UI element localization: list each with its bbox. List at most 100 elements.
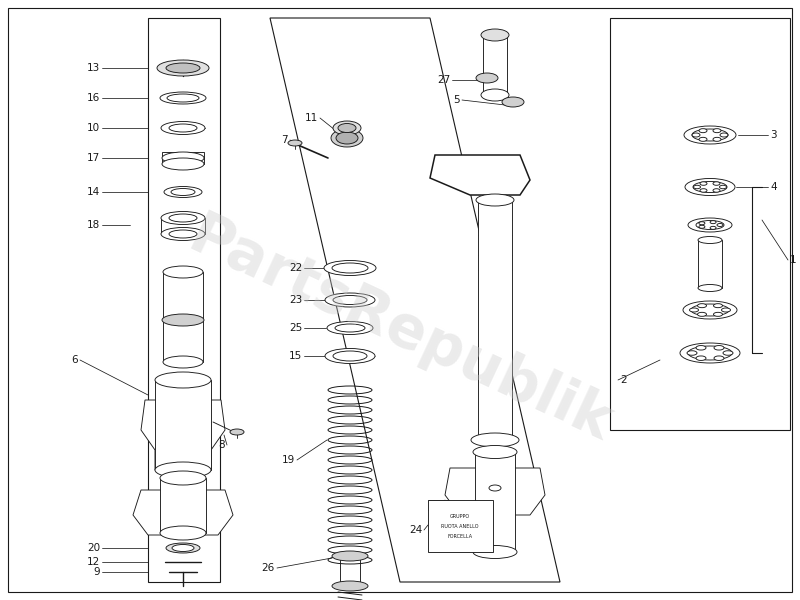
Bar — [155, 380, 211, 470]
Ellipse shape — [713, 128, 721, 133]
Text: 5: 5 — [454, 95, 460, 105]
Ellipse shape — [698, 284, 722, 292]
Ellipse shape — [696, 220, 724, 229]
Ellipse shape — [166, 63, 200, 73]
Ellipse shape — [685, 179, 735, 196]
Text: PartsRepublik: PartsRepublik — [179, 207, 621, 453]
Ellipse shape — [288, 140, 302, 146]
Ellipse shape — [335, 324, 365, 332]
Text: 24: 24 — [409, 525, 422, 535]
Ellipse shape — [699, 137, 707, 142]
Ellipse shape — [684, 126, 736, 144]
Bar — [478, 200, 512, 440]
Polygon shape — [148, 18, 220, 582]
Ellipse shape — [160, 526, 206, 540]
Text: 23: 23 — [289, 295, 302, 305]
Text: 25: 25 — [289, 323, 302, 333]
Bar — [340, 556, 360, 586]
Text: GRUPPO: GRUPPO — [450, 514, 470, 518]
Ellipse shape — [691, 304, 729, 316]
Text: FORCELLA: FORCELLA — [447, 533, 473, 539]
Bar — [160, 478, 206, 533]
Bar — [475, 452, 515, 552]
Text: 13: 13 — [86, 63, 100, 73]
Ellipse shape — [338, 124, 356, 133]
Bar — [161, 218, 205, 234]
Ellipse shape — [161, 211, 205, 224]
Ellipse shape — [332, 551, 368, 561]
Ellipse shape — [692, 129, 728, 141]
Ellipse shape — [160, 92, 206, 104]
Text: 26: 26 — [262, 563, 275, 573]
Text: 27: 27 — [437, 75, 450, 85]
Ellipse shape — [162, 152, 204, 164]
Ellipse shape — [160, 471, 206, 485]
Ellipse shape — [694, 185, 701, 189]
Ellipse shape — [683, 301, 737, 319]
Text: 16: 16 — [86, 93, 100, 103]
Bar — [483, 35, 507, 95]
Ellipse shape — [696, 356, 706, 361]
Ellipse shape — [699, 128, 707, 133]
Ellipse shape — [713, 189, 720, 192]
Ellipse shape — [713, 182, 720, 185]
Text: 18: 18 — [86, 220, 100, 230]
Ellipse shape — [489, 485, 501, 491]
Bar — [428, 500, 493, 552]
Ellipse shape — [710, 226, 716, 229]
Bar — [660, 120, 785, 405]
Bar — [698, 240, 722, 288]
Ellipse shape — [476, 434, 514, 446]
Ellipse shape — [696, 346, 706, 350]
Ellipse shape — [336, 132, 358, 144]
Ellipse shape — [714, 304, 722, 308]
Ellipse shape — [155, 372, 211, 388]
Text: 17: 17 — [86, 153, 100, 163]
Text: 8: 8 — [218, 440, 225, 450]
Ellipse shape — [693, 181, 727, 193]
Text: 2: 2 — [620, 375, 626, 385]
Ellipse shape — [161, 121, 205, 134]
Polygon shape — [445, 468, 545, 515]
Ellipse shape — [688, 218, 732, 232]
Ellipse shape — [331, 129, 363, 147]
Text: 10: 10 — [87, 123, 100, 133]
Ellipse shape — [714, 356, 724, 361]
Ellipse shape — [700, 182, 707, 185]
Polygon shape — [133, 490, 233, 535]
Text: 9: 9 — [94, 567, 100, 577]
Ellipse shape — [714, 313, 722, 316]
Ellipse shape — [162, 158, 204, 170]
Ellipse shape — [333, 295, 367, 304]
Text: 15: 15 — [289, 351, 302, 361]
Bar — [162, 152, 204, 164]
Polygon shape — [610, 18, 790, 430]
Text: RUOTA ANELLO: RUOTA ANELLO — [442, 523, 478, 529]
Text: 22: 22 — [289, 263, 302, 273]
Ellipse shape — [161, 227, 205, 241]
Ellipse shape — [710, 221, 716, 224]
Polygon shape — [270, 18, 560, 582]
Ellipse shape — [700, 189, 707, 192]
Ellipse shape — [169, 214, 197, 222]
Text: 12: 12 — [86, 557, 100, 567]
Ellipse shape — [720, 133, 728, 137]
Ellipse shape — [481, 89, 509, 101]
Ellipse shape — [163, 266, 203, 278]
Ellipse shape — [722, 308, 730, 312]
Text: 4: 4 — [770, 182, 777, 192]
Text: 3: 3 — [770, 130, 777, 140]
Ellipse shape — [481, 29, 509, 41]
Ellipse shape — [327, 322, 373, 335]
Ellipse shape — [698, 304, 706, 308]
Ellipse shape — [473, 545, 517, 559]
Ellipse shape — [230, 429, 244, 435]
Ellipse shape — [172, 545, 194, 551]
Ellipse shape — [332, 581, 368, 591]
Ellipse shape — [688, 346, 732, 360]
Text: 6: 6 — [71, 355, 78, 365]
Ellipse shape — [473, 445, 517, 458]
Ellipse shape — [157, 60, 209, 76]
Ellipse shape — [166, 543, 200, 553]
Text: 11: 11 — [305, 113, 318, 123]
